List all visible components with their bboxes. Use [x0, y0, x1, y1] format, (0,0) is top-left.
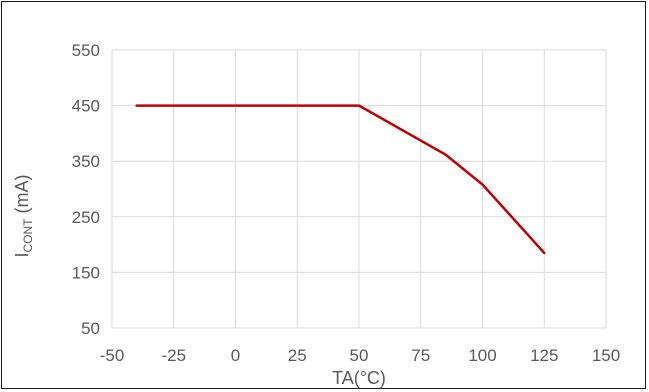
y-axis-title: ICONT (mA)	[12, 174, 35, 257]
series-line	[135, 104, 546, 255]
x-tick-label: 75	[411, 346, 430, 365]
x-tick-label: 150	[592, 346, 620, 365]
y-tick-label: 450	[72, 97, 100, 116]
series-layer	[135, 104, 546, 255]
x-tick-label: 125	[530, 346, 558, 365]
y-axis-tick-labels: 50 150 250 350 450 550	[72, 41, 100, 338]
x-tick-label: 100	[468, 346, 496, 365]
y-tick-label: 50	[81, 319, 100, 338]
y-tick-label: 350	[72, 152, 100, 171]
x-tick-label: -50	[100, 346, 125, 365]
x-tick-label: -25	[161, 346, 186, 365]
y-tick-label: 150	[72, 263, 100, 282]
y-axis-title-subscript: CONT	[21, 218, 35, 253]
gridlines	[111, 49, 607, 329]
y-tick-label: 550	[72, 41, 100, 60]
x-axis-tick-labels: -50 -25 0 25 50 75 100 125 150	[100, 346, 620, 365]
y-axis-title-main: I	[12, 252, 32, 257]
x-tick-label: 0	[231, 346, 240, 365]
x-axis-title: TA(°C)	[332, 368, 386, 388]
x-tick-label: 25	[288, 346, 307, 365]
y-axis-title-suffix: (mA)	[12, 174, 32, 218]
y-tick-label: 250	[72, 208, 100, 227]
x-tick-label: 50	[350, 346, 369, 365]
